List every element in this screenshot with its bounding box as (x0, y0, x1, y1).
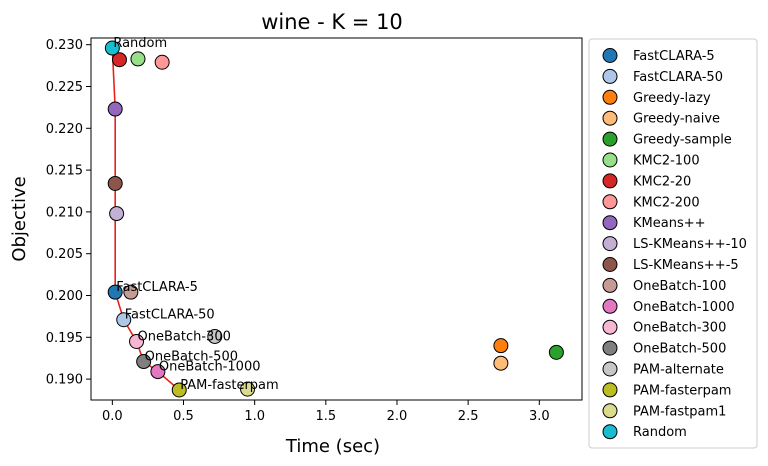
point-greedy-lazy (493, 338, 509, 354)
y-axis-title: Objective (9, 176, 30, 261)
point-kmc2-200 (154, 54, 170, 70)
legend-label: LS-KMeans++-10 (633, 237, 747, 252)
point-pam-alternate (207, 328, 223, 344)
x-tick-label: 2.5 (458, 409, 479, 424)
x-tick-label: 1.0 (244, 409, 265, 424)
legend-marker (602, 48, 618, 63)
legend-label: OneBatch-1000 (633, 300, 735, 315)
legend-marker (602, 403, 618, 419)
point-pam-fastpam1 (240, 381, 256, 397)
legend-label: OneBatch-500 (633, 342, 726, 357)
legend-marker (602, 236, 618, 252)
y-tick-label: 0.200 (46, 289, 83, 304)
legend-marker (602, 173, 618, 189)
y-tick-label: 0.205 (46, 247, 83, 262)
legend-marker (602, 298, 618, 314)
annotation-label: PAM-fasterpam (180, 378, 278, 393)
point-onebatch-300 (129, 333, 145, 349)
x-axis: 0.0 0.5 1.0 1.5 2.0 2.5 3.0 (102, 400, 550, 424)
legend-marker (602, 89, 618, 105)
legend-marker (602, 215, 618, 231)
legend-label: Greedy-lazy (633, 91, 711, 106)
point-kmeans- (107, 101, 123, 117)
y-tick-label: 0.220 (46, 122, 83, 137)
legend-label: KMeans++ (633, 216, 706, 231)
y-tick-label: 0.195 (46, 331, 83, 346)
legend-marker (602, 257, 618, 272)
point-pam-fasterpam (171, 382, 187, 398)
point-fastclara-5 (107, 284, 123, 300)
legend-label: LS-KMeans++-5 (633, 258, 739, 273)
legend: FastCLARA-5 FastCLARA-50 Greedy-lazy Greedy… (588, 38, 758, 449)
legend-marker (602, 382, 618, 398)
y-tick-label: 0.210 (46, 205, 83, 220)
point-random (104, 40, 120, 56)
legend-marker (602, 319, 618, 335)
legend-label: Greedy-naive (633, 112, 720, 127)
y-tick-label: 0.225 (46, 80, 83, 95)
legend-label: KMC2-20 (633, 174, 691, 189)
x-tick-label: 1.5 (315, 409, 336, 424)
x-tick-label: 0.0 (102, 409, 123, 424)
y-tick-label: 0.215 (46, 164, 83, 179)
legend-label: PAM-fastpam1 (633, 404, 726, 419)
plot-frame (90, 37, 583, 401)
point-ls-kmeans-10 (109, 206, 125, 222)
legend-label: PAM-fasterpam (633, 383, 731, 398)
legend-box (588, 38, 758, 449)
legend-label: FastCLARA-5 (633, 49, 715, 64)
point-greedy-naive (493, 355, 509, 371)
legend-marker (602, 131, 618, 147)
legend-label: OneBatch-100 (633, 279, 726, 294)
legend-label: KMC2-100 (633, 154, 700, 169)
legend-marker (602, 194, 618, 210)
point-greedy-sample (548, 344, 564, 360)
annotation-label: OneBatch-500 (145, 350, 238, 365)
point-annotations: Random FastCLARA-5 FastCLARA-50 OneBatch-30… (113, 36, 278, 393)
x-tick-label: 0.5 (173, 409, 194, 424)
point-ls-kmeans-5 (107, 175, 123, 191)
point-kmc2-20 (111, 52, 127, 68)
y-axis: 0.190 0.195 0.200 0.205 0.210 0.215 0.220 0.225… (46, 38, 91, 388)
y-tick-label: 0.230 (46, 38, 83, 53)
legend-label: OneBatch-300 (633, 321, 726, 336)
point-kmc2-100 (130, 51, 146, 67)
legend-marker (602, 277, 618, 293)
annotation-label: OneBatch-300 (138, 329, 231, 344)
annotation-label: FastCLARA-5 (116, 280, 198, 295)
x-tick-label: 3.0 (529, 409, 550, 424)
legend-label: Greedy-sample (633, 133, 732, 148)
legend-label: FastCLARA-50 (633, 70, 723, 85)
chart-title: wine - K = 10 (261, 10, 403, 34)
annotation-label: OneBatch-1000 (159, 360, 261, 375)
point-onebatch-1000 (150, 364, 166, 380)
legend-marker (602, 340, 618, 356)
legend-marker (602, 68, 618, 84)
legend-marker (602, 152, 618, 168)
legend-label: KMC2-200 (633, 195, 700, 210)
annotation-label: FastCLARA-50 (125, 308, 215, 323)
legend-marker (602, 424, 618, 440)
point-onebatch-500 (136, 354, 152, 370)
legend-marker (602, 361, 618, 377)
point-fastclara-50 (116, 312, 132, 328)
x-axis-title: Time (sec) (285, 436, 380, 457)
legend-label: PAM-alternate (633, 363, 724, 378)
point-onebatch-100 (123, 284, 139, 300)
legend-marker (602, 110, 618, 126)
scatter-points (104, 40, 564, 398)
y-tick-label: 0.190 (46, 373, 83, 388)
legend-label: Random (633, 425, 687, 440)
x-tick-label: 2.0 (387, 409, 408, 424)
annotation-label: Random (113, 36, 167, 51)
